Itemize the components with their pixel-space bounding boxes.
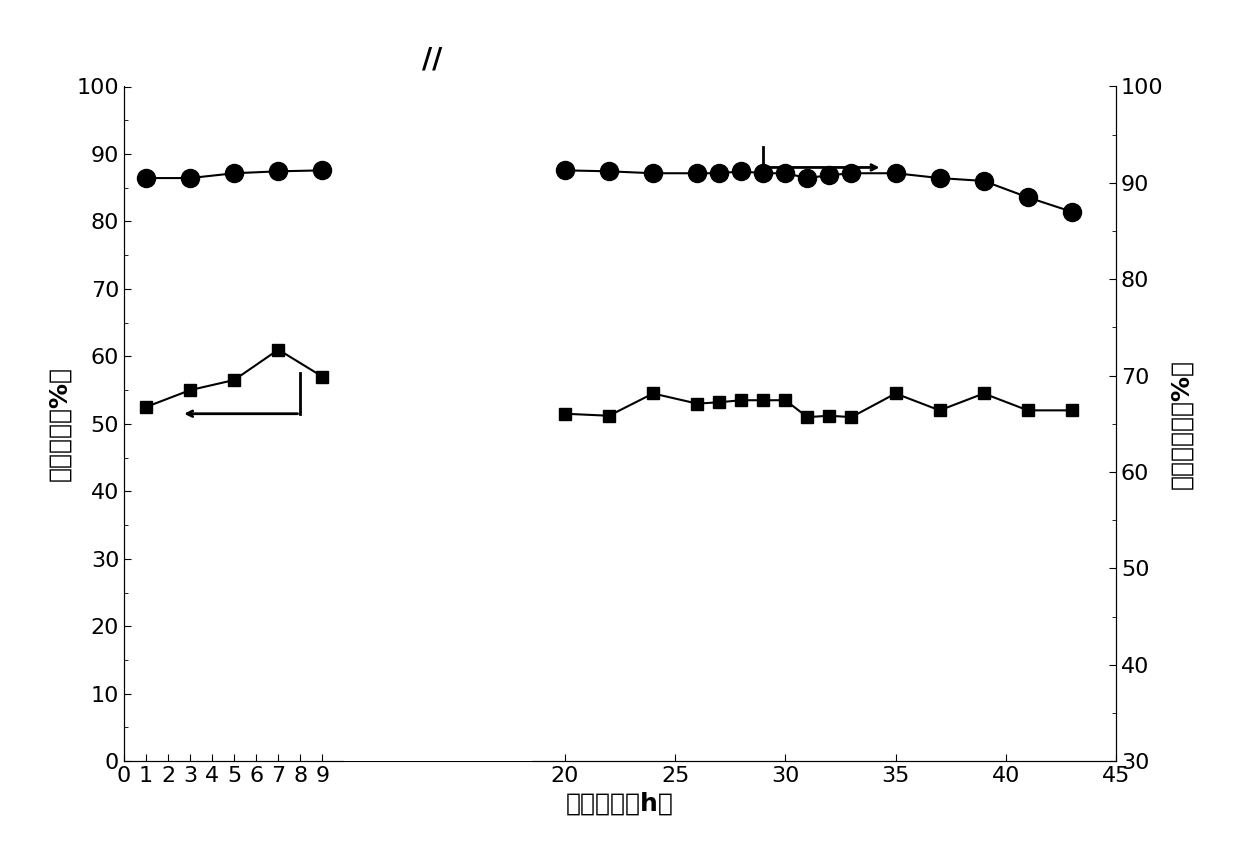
Text: //: // [423, 45, 443, 73]
Bar [345, 86, 532, 761]
Bar [345, 86, 532, 761]
Text: //: // [423, 829, 443, 856]
X-axis label: 运行时间（h）: 运行时间（h） [567, 791, 673, 816]
Y-axis label: 乳酩转化率（%）: 乳酩转化率（%） [1169, 359, 1193, 489]
Y-axis label: 丙酩产率（%）: 丙酩产率（%） [47, 367, 71, 481]
Bar [345, 761, 532, 865]
